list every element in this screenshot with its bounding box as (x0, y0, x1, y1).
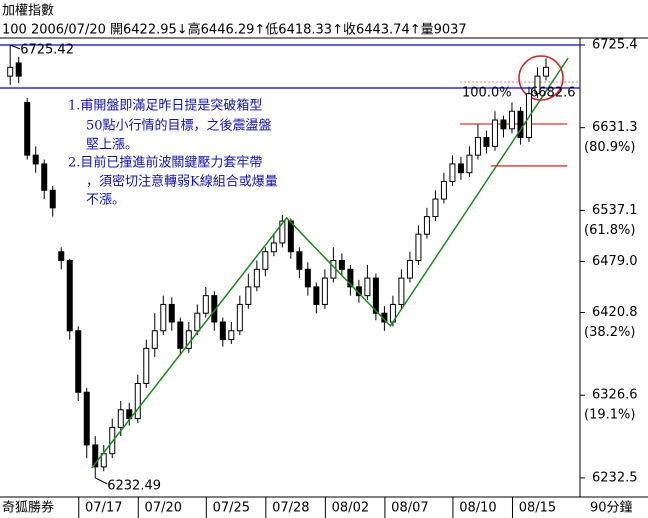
candle-body (160, 303, 167, 332)
x-tick-label: 07/20 (145, 501, 182, 516)
y-tick-label: 6420.8 (592, 305, 638, 320)
candle-body (24, 101, 31, 156)
note-line: 堅上漲。 (86, 138, 138, 153)
candle-body (491, 119, 498, 147)
candle-body (253, 268, 260, 288)
candle-body (508, 110, 515, 130)
candle-body (313, 286, 320, 305)
x-tick-label: 08/10 (459, 501, 496, 516)
y-tick-label: 6326.6 (592, 388, 638, 403)
candle-body (364, 277, 371, 297)
note-line: ，須密切注意轉弱K線組合或爆量 (86, 174, 278, 190)
candle-body (126, 409, 133, 420)
y-tick-label: 6725.4 (592, 38, 638, 53)
y-tick-note: (80.9%) (584, 140, 635, 155)
candle-body (500, 119, 507, 130)
candle-body (66, 260, 73, 332)
candle-body (32, 154, 39, 165)
x-tick-label: 07/17 (85, 501, 122, 516)
title: 加權指數 (2, 4, 54, 19)
candle-body (347, 268, 354, 288)
candle-body (398, 277, 405, 305)
trend-line (91, 57, 569, 469)
candle-body (534, 75, 541, 95)
annotation-leader (95, 477, 108, 485)
candle-body (474, 137, 481, 156)
candle-body (15, 62, 22, 77)
high-annotation: 6725.42 (20, 43, 74, 58)
candle-body (270, 242, 277, 253)
x-tick-label: 08/15 (519, 501, 556, 516)
candle-body (143, 347, 150, 384)
candle-body (49, 189, 56, 209)
candle-body (83, 391, 90, 446)
x-tick-label: 08/07 (391, 501, 428, 516)
candle-body (449, 163, 456, 182)
candle-body (177, 321, 184, 349)
candle-body (202, 295, 209, 314)
x-tick-label: 08/02 (332, 501, 369, 516)
source-label: 奇狐勝券 (2, 500, 54, 516)
candle-body (134, 382, 141, 420)
candle-body (304, 268, 311, 288)
candle-body (423, 216, 430, 235)
x-tick-label: 07/28 (272, 501, 309, 516)
candle-body (542, 66, 549, 77)
candle-body (228, 330, 235, 341)
candle-body (211, 295, 218, 323)
candle-body (457, 163, 464, 174)
note-line: 50點小行情的目標，之後震盪盤 (86, 118, 272, 134)
candle-body (415, 233, 422, 262)
note-line: 1.甫開盤即滿足昨日提是突破箱型 (68, 98, 262, 114)
y-tick-note: (19.1%) (584, 408, 635, 423)
low-annotation: 6232.49 (107, 478, 161, 493)
x-tick-label: 07/25 (213, 501, 250, 516)
period-label: 90分鐘 (590, 500, 633, 516)
candle-body (372, 277, 379, 314)
candle-body (338, 260, 345, 270)
y-tick-label: 6631.3 (592, 120, 638, 135)
note-line: 2.目前已撞進前波關鍵壓力套牢帶 (68, 155, 262, 171)
candle-body (279, 220, 286, 244)
candle-body (432, 198, 439, 218)
candle-body (41, 163, 48, 191)
annotation-leader (10, 44, 21, 50)
candle-body (7, 66, 14, 77)
candle-body (321, 277, 328, 305)
candle-body (58, 251, 65, 262)
candle-body (296, 251, 303, 270)
candle-body (406, 260, 413, 279)
candle-body (483, 137, 490, 147)
candle-body (75, 330, 82, 393)
candle-body (92, 444, 99, 468)
candle-body (466, 154, 473, 174)
y-tick-label: 6232.5 (592, 470, 638, 485)
y-tick-label: 6537.1 (592, 203, 638, 218)
candle-body (517, 110, 524, 139)
fib-label: 100.0% (462, 86, 512, 101)
candle-body (236, 303, 243, 332)
candle-body (245, 286, 252, 305)
candle-body (194, 312, 201, 332)
fib-value-label: 6682.6 (530, 86, 576, 101)
candle-body (168, 303, 175, 323)
candle-body (117, 409, 124, 428)
y-tick-note: (61.8%) (584, 223, 635, 238)
y-tick-note: (38.2%) (584, 325, 635, 340)
candle-body (287, 220, 294, 253)
candle-body (440, 180, 447, 200)
note-line: 不漲。 (86, 193, 125, 208)
candle-body (262, 251, 269, 270)
candle-body (219, 321, 226, 341)
info-line: 100 2006/07/20 開6422.95↓高6446.29↑低6418.3… (2, 22, 467, 38)
candle-body (151, 330, 158, 349)
y-tick-label: 6479.0 (592, 254, 638, 269)
